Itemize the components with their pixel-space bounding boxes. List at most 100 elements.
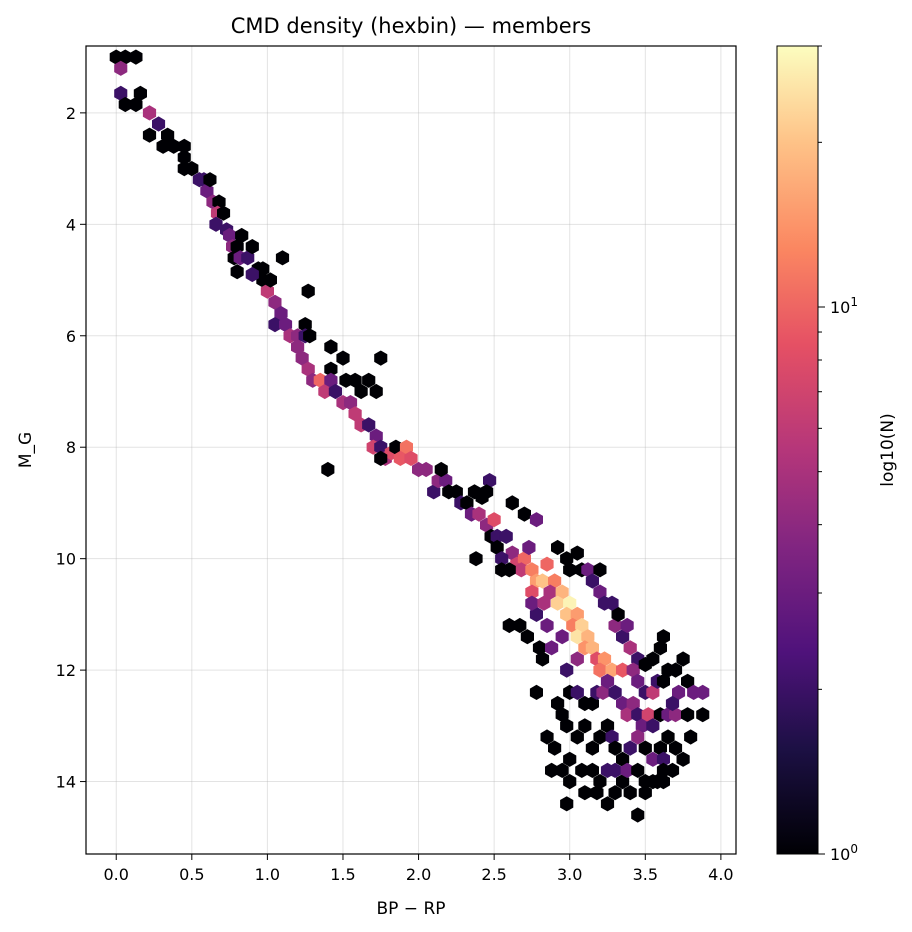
hexbin-cell <box>681 707 695 723</box>
hexbin-cell <box>600 673 615 689</box>
hexbin-cell <box>578 785 592 801</box>
hexbin-cell <box>525 584 539 600</box>
y-tick-label: 12 <box>56 661 76 680</box>
hexbin-cell <box>529 684 543 700</box>
hexbin-cell <box>268 317 282 333</box>
hexbin-cell <box>291 339 305 355</box>
hexbin-cell <box>560 796 574 812</box>
hexbin-cell <box>608 762 622 778</box>
hexbin-cell <box>374 350 388 366</box>
hexbin-cell <box>626 695 640 712</box>
hexbin-cell <box>611 606 625 622</box>
hexbin-cell <box>696 707 710 723</box>
colorbar-tick-label: 101 <box>830 295 858 317</box>
hexbin-cell <box>646 751 660 767</box>
hexbin-cell <box>631 673 645 689</box>
y-axis-label: M_G <box>16 432 36 468</box>
hexbin-cell <box>570 545 584 561</box>
hexbin-cell <box>563 774 577 790</box>
hexbin-cell <box>495 562 509 578</box>
x-tick-label: 2.0 <box>406 865 431 884</box>
hexbin-cell <box>362 417 376 433</box>
hexbin-cell <box>133 85 147 101</box>
hexbin-cell <box>560 718 574 734</box>
hexbin-cell <box>393 450 407 466</box>
hexbin-cell <box>661 729 675 745</box>
hexbin-cell <box>600 796 615 812</box>
hexbin-cell <box>585 573 599 589</box>
x-tick-label: 1.5 <box>330 865 355 884</box>
x-axis-ticks: 0.0 0.5 1.0 1.5 2.0 2.5 3.0 3.5 4.0 <box>104 854 734 884</box>
hexbin-cell <box>245 239 259 255</box>
hexbin-cell <box>203 172 217 188</box>
hexbin-cell <box>217 205 231 221</box>
hexbin-cell <box>578 718 592 734</box>
hexbin-cell <box>575 617 589 634</box>
x-tick-label: 0.5 <box>179 865 204 884</box>
hexbin-cell <box>389 439 403 455</box>
chart-title: CMD density (hexbin) — members <box>231 14 591 38</box>
hexbin-cell <box>374 439 388 455</box>
hexbin-cell <box>545 640 559 656</box>
hexbin-cell <box>324 339 338 355</box>
hexbin-cell <box>274 305 288 322</box>
hexbin-cell <box>563 562 577 578</box>
hexbin-cell <box>540 556 554 572</box>
hexbin-cell <box>324 372 338 388</box>
hexbin-cell <box>268 294 282 310</box>
colorbar-tick-label: 100 <box>830 842 858 864</box>
hexbin-cell <box>608 684 622 700</box>
hexbin-cell <box>560 662 574 678</box>
x-tick-label: 2.5 <box>481 865 506 884</box>
hexbin-cell <box>540 729 554 745</box>
hexbin-cell <box>336 350 350 366</box>
hexbin-cell <box>404 450 418 466</box>
hexbin-cell <box>522 539 536 556</box>
hexbin-cell <box>656 673 670 689</box>
hexbin-cell <box>635 718 649 734</box>
grid-lines <box>86 46 736 854</box>
x-axis-label: BP − RP <box>376 899 445 919</box>
hexbin-cell <box>616 774 630 790</box>
y-tick-label: 8 <box>66 438 76 457</box>
hexbin-cell <box>616 629 630 645</box>
hexbin-cell <box>529 606 543 622</box>
hexbin-cell <box>114 60 128 76</box>
hexbin-cell <box>324 361 338 377</box>
hexbin-cell <box>129 96 143 113</box>
hexbin-cell <box>638 656 652 673</box>
hexbin-cell <box>545 762 559 778</box>
hexbin-cell <box>672 684 686 700</box>
x-tick-label: 3.5 <box>633 865 658 884</box>
y-tick-label: 4 <box>66 215 76 234</box>
hexbin-cell <box>177 149 191 165</box>
hexbin-cell <box>328 383 342 400</box>
hexbin-cell <box>597 651 612 667</box>
hexbin-cell <box>638 740 652 756</box>
hexbin-cell <box>585 640 599 656</box>
hexbin-cell <box>555 707 569 723</box>
hexbin-cell <box>505 495 519 511</box>
hexbin-cell <box>631 729 645 745</box>
plot-frame <box>85 45 737 855</box>
hexbin-cell <box>529 512 543 528</box>
hexbin-cell <box>656 774 670 790</box>
hexbin-cell <box>623 785 637 801</box>
hexbin-cell <box>142 127 157 143</box>
hexbin-cell <box>537 595 551 611</box>
hexbin-cell <box>608 740 622 756</box>
hexbin-cell <box>235 227 249 244</box>
hexbin-cell <box>318 383 332 400</box>
hexbin-cell <box>301 361 315 377</box>
hexbin-cell <box>665 695 680 712</box>
hexbin-cell <box>495 551 509 567</box>
hexbin-cell <box>427 484 441 500</box>
hexbin-cell <box>548 740 562 756</box>
y-tick-label: 10 <box>56 550 76 569</box>
hexbin-cell <box>543 584 557 600</box>
hexbin-cell <box>449 484 463 500</box>
hexbin-cell <box>298 317 312 333</box>
hexbin-cell <box>167 138 181 154</box>
hexbin-cell <box>593 662 607 678</box>
hexbin-cell <box>514 562 528 578</box>
